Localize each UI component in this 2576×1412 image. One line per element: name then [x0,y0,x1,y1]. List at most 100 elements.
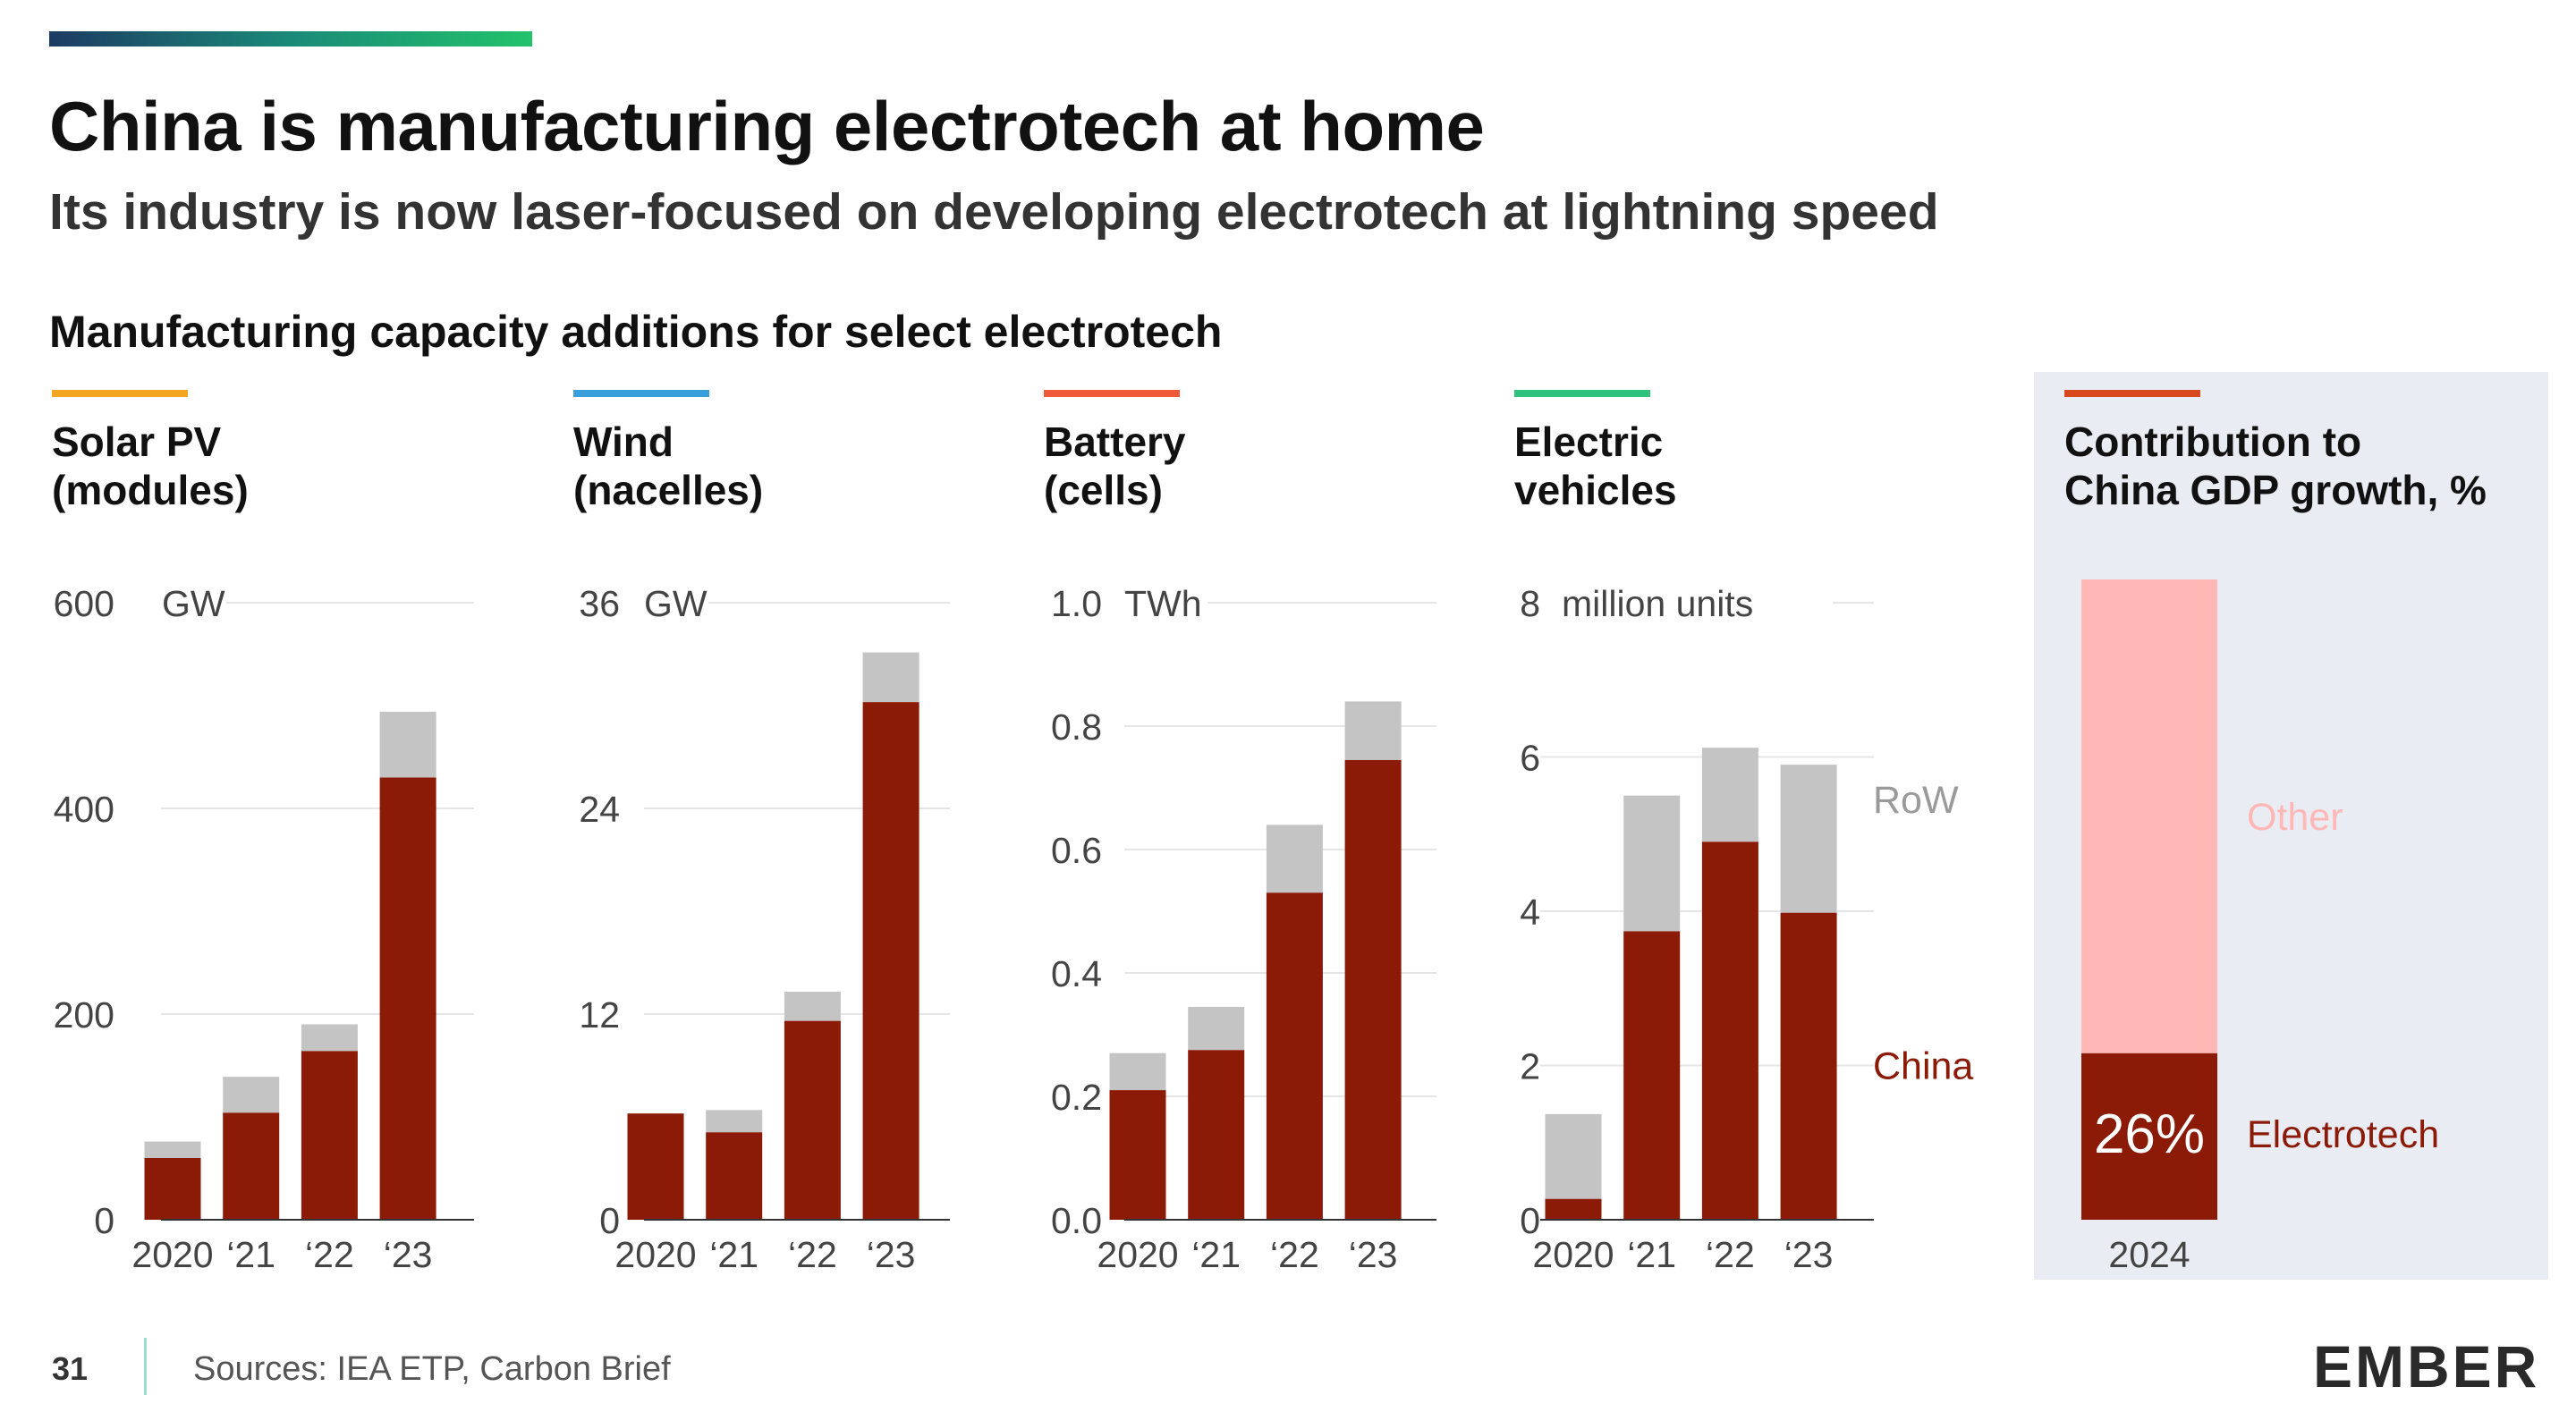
gdp-xtick-label: 2024 [2108,1234,2190,1275]
panel1-ytick-label: 400 [54,789,114,830]
panel4-bar-row [1545,1113,1602,1199]
page-number: 31 [52,1350,89,1387]
panel4-ytick-label: 2 [1520,1046,1540,1087]
panel4-bar-china [1780,912,1837,1220]
panel4-xtick-label: ‘23 [1784,1234,1834,1275]
panel2-heading-line: Wind [573,419,674,465]
panel4-ytick-label: 0 [1520,1200,1540,1241]
panel3-xtick-label: 2020 [1097,1234,1178,1275]
gdp-bar-electrotech [2081,1053,2217,1220]
panel1-xtick-label: 2020 [131,1234,213,1275]
panel4-ytick-label: 8 [1520,583,1540,624]
panel1-bar-china [223,1112,280,1220]
panel1-ytick-label: 0 [94,1200,114,1241]
series-label-row: RoW [1873,779,1959,822]
panel4-bar-row [1623,795,1681,932]
panel2-xtick-label: ‘23 [867,1234,916,1275]
panel1-xtick-label: ‘21 [226,1234,275,1275]
panel2-bar-row [706,1110,763,1133]
panel1-bar-row [379,711,436,778]
panel3-xtick-label: ‘22 [1270,1234,1319,1275]
gdp-accent-line [2064,390,2200,397]
panel1-heading-line: (modules) [52,467,249,513]
panel2-bar-china [627,1113,684,1220]
panel2-bar-row [862,652,919,703]
panel3-accent-line [1044,390,1180,397]
panel3-heading-line: (cells) [1044,467,1163,513]
panel3-xtick-label: ‘23 [1349,1234,1398,1275]
gdp-data-label: 26% [2094,1103,2205,1165]
panel4-bar-china [1701,841,1758,1220]
panel1-unit-label: GW [162,583,225,624]
panel3-bar-china [1188,1050,1245,1220]
gdp-series-label-electrotech: Electrotech [2247,1113,2439,1156]
section-title: Manufacturing capacity additions for sel… [49,307,1223,357]
panel3-bar-row [1109,1053,1166,1091]
panel1-bar-china [301,1051,358,1220]
panel3-bar-row [1344,701,1402,760]
charts-area: Solar PV(modules) 0 200 400 600 GW 2020 ‘21 ‘22 ‘… [52,390,2487,1275]
panel4-xtick-label: ‘21 [1627,1234,1676,1275]
panel4-bar-china [1545,1198,1602,1220]
panel3-xtick-label: ‘21 [1191,1234,1241,1275]
gdp-heading-line: China GDP growth, % [2064,467,2487,513]
panel3-ytick-label: 0.0 [1051,1200,1102,1241]
panel4-ytick-label: 6 [1520,738,1540,779]
panel1-bar-row [301,1024,358,1052]
panel3-bar-china [1266,892,1323,1220]
panel4-bar-row [1701,748,1758,842]
panel2-bar-china [862,702,919,1220]
panel4-ytick-label: 4 [1520,892,1540,933]
panel4-xtick-label: 2020 [1532,1234,1614,1275]
panel3-unit-label: TWh [1124,583,1202,624]
panel2-unit-label: GW [644,583,708,624]
gdp-bar-other [2081,579,2217,1053]
panel1-xtick-label: ‘23 [384,1234,433,1275]
panel1-ytick-label: 600 [54,583,114,624]
panel3-ytick-label: 0.2 [1051,1077,1102,1118]
panel1-bar-row [223,1077,280,1113]
panel4-accent-line [1514,390,1650,397]
panel4-heading-line: Electric [1514,419,1663,465]
panel4-xtick-label: ‘22 [1706,1234,1755,1275]
panel2-accent-line [573,390,709,397]
ember-logo: EMBER [2313,1333,2540,1399]
panel2-ytick-label: 24 [579,789,620,830]
panel1-bar-china [144,1158,201,1220]
panel3-ytick-label: 0.4 [1051,953,1102,994]
panel4-bar-row [1780,765,1837,913]
panel3-ytick-label: 0.6 [1051,830,1102,871]
panel2-xtick-label: ‘22 [788,1234,837,1275]
panel2-bar-china [784,1020,841,1220]
panel4-unit-label: million units [1562,583,1753,624]
header-accent-bar [49,31,532,47]
panel4-bar-china [1623,931,1681,1220]
panel2-bar-row [784,992,841,1021]
panel3-ytick-label: 0.8 [1051,706,1102,748]
panel1-heading-line: Solar PV [52,419,222,465]
panel3-heading-line: Battery [1044,419,1186,465]
panel1-bar-china [379,777,436,1220]
panel1-ytick-label: 200 [54,994,114,1036]
panel2-heading-line: (nacelles) [573,467,763,513]
panel3-bar-row [1266,824,1323,893]
panel2-ytick-label: 12 [579,994,620,1036]
panel2-ytick-label: 36 [579,583,620,624]
panel3-ytick-label: 1.0 [1051,583,1102,624]
sources-note: Sources: IEA ETP, Carbon Brief [193,1350,671,1388]
panel1-accent-line [52,390,188,397]
panel3-bar-china [1344,759,1402,1220]
footer-divider [144,1338,147,1395]
panel1-bar-row [144,1141,201,1158]
page-subtitle: Its industry is now laser-focused on dev… [49,183,1939,241]
panel4-heading-line: vehicles [1514,467,1677,513]
gdp-series-label-other: Other [2247,796,2343,839]
panel2-bar-china [706,1132,763,1220]
page-title: China is manufacturing electrotech at ho… [49,87,1485,165]
panel2-xtick-label: 2020 [614,1234,696,1275]
panel3-bar-china [1109,1090,1166,1220]
series-label-china: China [1873,1044,1973,1087]
panel1-xtick-label: ‘22 [305,1234,354,1275]
panel3-bar-row [1188,1006,1245,1051]
panel2-xtick-label: ‘21 [709,1234,758,1275]
